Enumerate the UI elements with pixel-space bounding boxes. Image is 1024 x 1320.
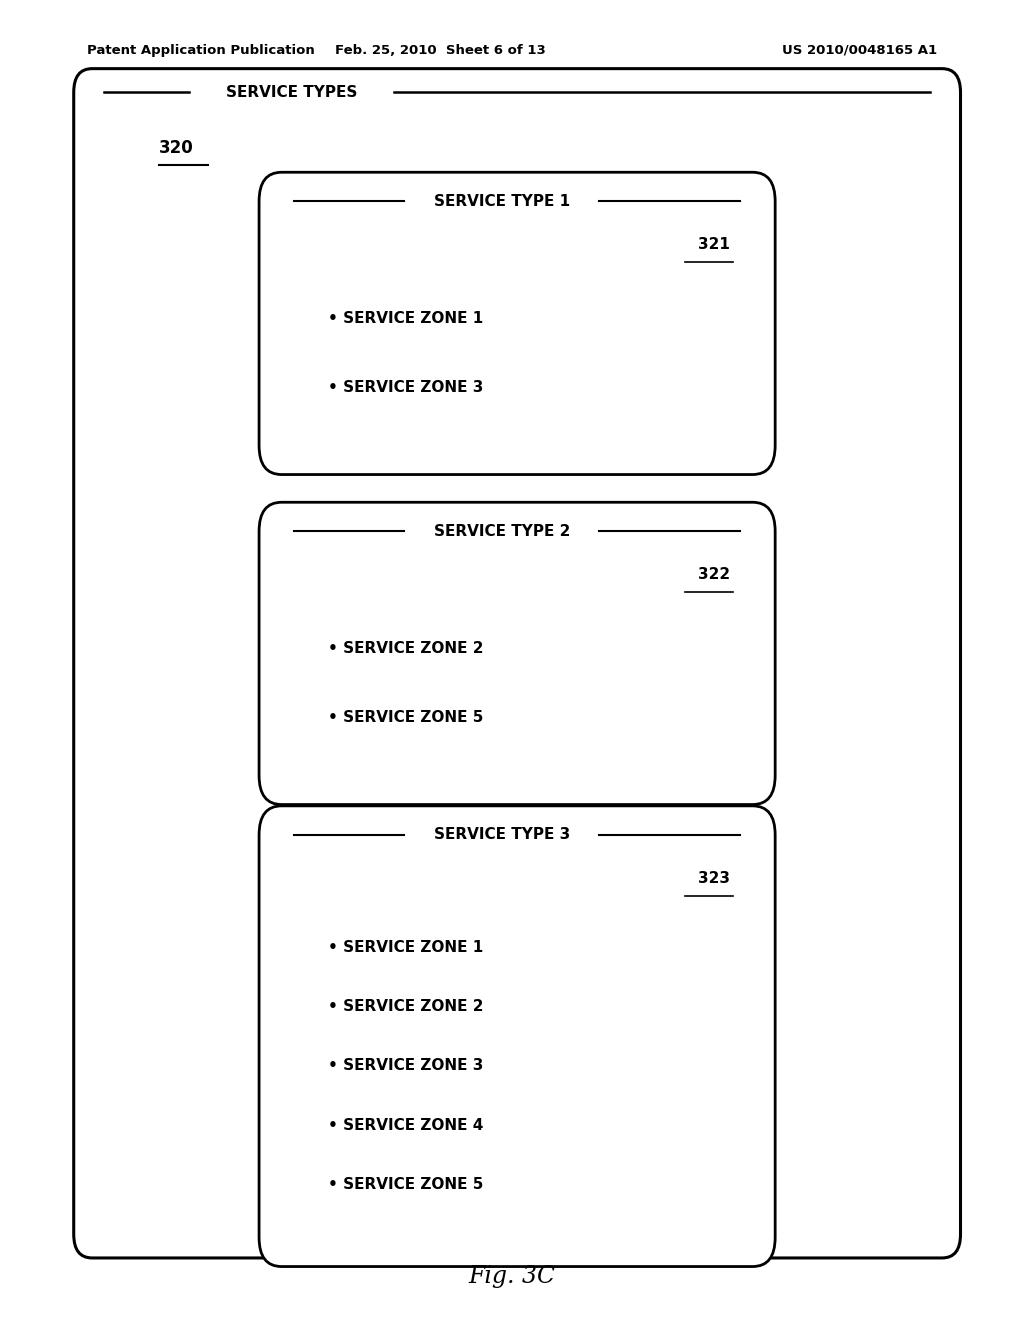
Text: • SERVICE ZONE 1: • SERVICE ZONE 1	[328, 312, 483, 326]
Text: SERVICE TYPE 1: SERVICE TYPE 1	[434, 194, 569, 209]
Text: • SERVICE ZONE 2: • SERVICE ZONE 2	[328, 999, 483, 1014]
Text: 323: 323	[698, 871, 730, 886]
FancyBboxPatch shape	[259, 172, 775, 475]
Text: US 2010/0048165 A1: US 2010/0048165 A1	[782, 44, 937, 57]
Text: Feb. 25, 2010  Sheet 6 of 13: Feb. 25, 2010 Sheet 6 of 13	[335, 44, 546, 57]
Text: • SERVICE ZONE 4: • SERVICE ZONE 4	[328, 1118, 483, 1133]
Text: • SERVICE ZONE 2: • SERVICE ZONE 2	[328, 642, 483, 656]
Text: • SERVICE ZONE 5: • SERVICE ZONE 5	[328, 710, 483, 725]
Text: Patent Application Publication: Patent Application Publication	[87, 44, 314, 57]
Text: SERVICE TYPES: SERVICE TYPES	[226, 84, 357, 100]
Text: • SERVICE ZONE 3: • SERVICE ZONE 3	[328, 380, 483, 395]
Text: • SERVICE ZONE 5: • SERVICE ZONE 5	[328, 1176, 483, 1192]
FancyBboxPatch shape	[259, 503, 775, 805]
FancyBboxPatch shape	[74, 69, 961, 1258]
Text: 320: 320	[159, 139, 194, 157]
Text: 321: 321	[698, 238, 730, 252]
Text: 322: 322	[698, 568, 730, 582]
Text: Fig. 3C: Fig. 3C	[468, 1265, 556, 1288]
Text: • SERVICE ZONE 1: • SERVICE ZONE 1	[328, 940, 483, 956]
FancyBboxPatch shape	[259, 805, 775, 1267]
Text: SERVICE TYPE 2: SERVICE TYPE 2	[433, 524, 570, 539]
Text: SERVICE TYPE 3: SERVICE TYPE 3	[433, 828, 570, 842]
Text: • SERVICE ZONE 3: • SERVICE ZONE 3	[328, 1059, 483, 1073]
